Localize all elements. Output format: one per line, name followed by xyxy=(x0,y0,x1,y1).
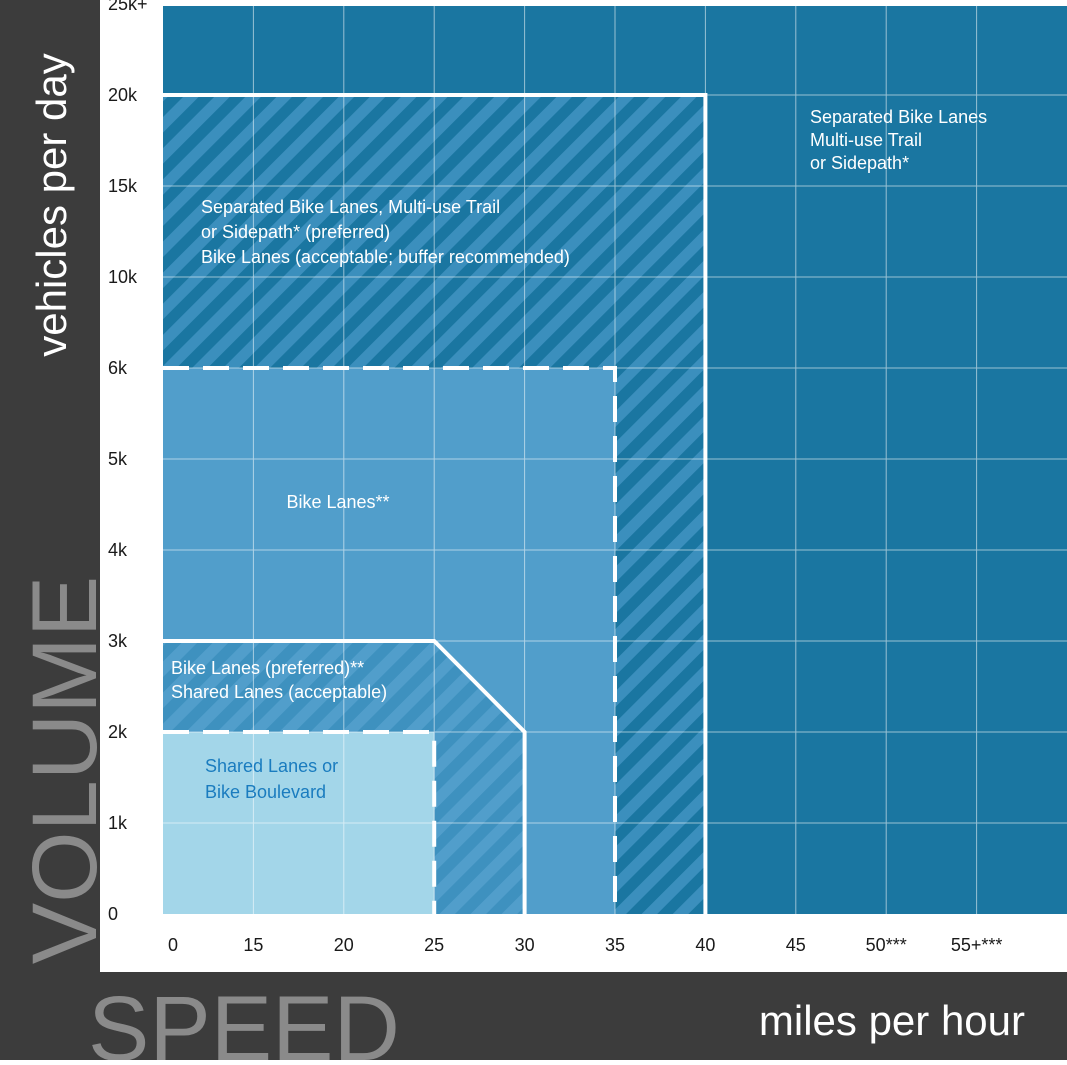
y-tick-label: 6k xyxy=(108,358,128,378)
x-tick-label: 40 xyxy=(695,935,715,955)
plot-area xyxy=(163,6,1067,914)
x-axis-band xyxy=(0,972,1067,1060)
x-tick-label: 35 xyxy=(605,935,625,955)
zone-label-separated-preferred: Bike Lanes (acceptable; buffer recommend… xyxy=(201,247,570,267)
y-axis-big-label: VOLUME xyxy=(14,576,116,965)
y-tick-label: 10k xyxy=(108,267,138,287)
x-axis-label: miles per hour xyxy=(759,997,1025,1044)
y-axis-label: vehicles per day xyxy=(28,53,75,357)
zone-label-bike-lanes: Bike Lanes** xyxy=(286,492,389,512)
zone-label-bike-lanes-preferred: Shared Lanes (acceptable) xyxy=(171,682,387,702)
x-tick-label: 30 xyxy=(515,935,535,955)
y-axis-band xyxy=(0,0,100,972)
zone-label-separated-preferred: or Sidepath* (preferred) xyxy=(201,222,390,242)
zone-label-shared-lanes: Shared Lanes or xyxy=(205,756,338,776)
border-bike-lanes xyxy=(163,366,617,914)
zone-label-separated-all: Multi-use Trail xyxy=(810,130,922,150)
border-bike-lanes-preferred xyxy=(163,639,527,914)
y-tick-label: 2k xyxy=(108,722,128,742)
y-tick-label: 20k xyxy=(108,85,138,105)
zone-label-shared-lanes: Bike Boulevard xyxy=(205,782,326,802)
x-tick-label: 20 xyxy=(334,935,354,955)
y-tick-label: 5k xyxy=(108,449,128,469)
zone-label-bike-lanes-preferred: Bike Lanes (preferred)** xyxy=(171,658,364,678)
x-tick-label: 45 xyxy=(786,935,806,955)
x-tick-label: 25 xyxy=(424,935,444,955)
zone-label-separated-all: or Sidepath* xyxy=(810,153,909,173)
y-tick-label: 0 xyxy=(108,904,118,924)
y-tick-label: 1k xyxy=(108,813,128,833)
x-axis-big-label: SPEED xyxy=(88,978,400,1060)
x-tick-label: 0 xyxy=(168,935,178,955)
border-separated xyxy=(163,93,708,914)
x-tick-label: 55+*** xyxy=(951,935,1003,955)
border-shared-lanes xyxy=(163,730,437,914)
x-tick-label: 50*** xyxy=(866,935,907,955)
zone-label-separated-preferred: Separated Bike Lanes, Multi-use Trail xyxy=(201,197,500,217)
y-tick-label: 15k xyxy=(108,176,138,196)
y-tick-label: 3k xyxy=(108,631,128,651)
x-tick-label: 15 xyxy=(243,935,263,955)
zone-label-separated-all: Separated Bike Lanes xyxy=(810,107,987,127)
y-tick-label: 25k+ xyxy=(108,0,148,14)
y-tick-label: 4k xyxy=(108,540,128,560)
